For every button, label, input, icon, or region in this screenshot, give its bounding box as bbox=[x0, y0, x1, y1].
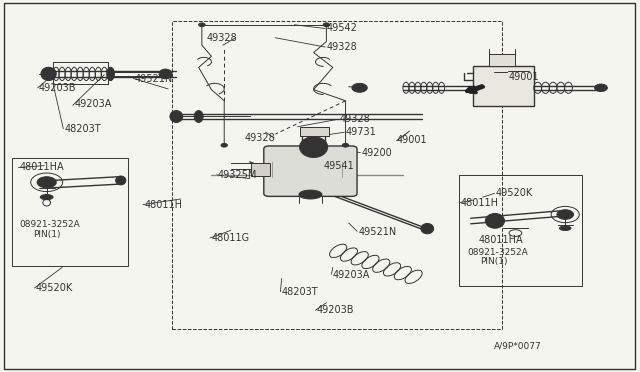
Bar bbox=[251, 163, 270, 176]
FancyBboxPatch shape bbox=[264, 146, 357, 196]
Circle shape bbox=[352, 83, 367, 92]
Text: 49200: 49200 bbox=[362, 148, 392, 158]
Text: 49521N: 49521N bbox=[135, 74, 173, 84]
Text: 08921-3252A: 08921-3252A bbox=[467, 248, 527, 257]
Ellipse shape bbox=[300, 137, 328, 157]
Circle shape bbox=[342, 143, 349, 147]
Text: 49520K: 49520K bbox=[495, 188, 533, 198]
Text: 49328: 49328 bbox=[206, 33, 237, 43]
Text: 49203A: 49203A bbox=[74, 99, 111, 109]
Text: 49520K: 49520K bbox=[36, 283, 73, 293]
Text: 48011G: 48011G bbox=[211, 233, 250, 243]
Text: 49328: 49328 bbox=[244, 133, 275, 143]
Text: 49731: 49731 bbox=[346, 127, 376, 137]
Ellipse shape bbox=[40, 195, 53, 200]
Bar bbox=[460, 175, 582, 286]
Text: 49328: 49328 bbox=[339, 114, 370, 124]
Ellipse shape bbox=[107, 67, 115, 81]
Bar bbox=[489, 54, 515, 65]
Ellipse shape bbox=[485, 214, 504, 228]
Circle shape bbox=[198, 23, 205, 27]
Text: 49203B: 49203B bbox=[39, 83, 77, 93]
Text: 48203T: 48203T bbox=[282, 286, 318, 296]
Text: 48203T: 48203T bbox=[65, 124, 101, 134]
Circle shape bbox=[323, 23, 330, 27]
Text: A/9P*0077: A/9P*0077 bbox=[493, 341, 541, 350]
Text: 48011HA: 48011HA bbox=[478, 235, 523, 245]
Text: PIN(1): PIN(1) bbox=[33, 230, 60, 239]
Ellipse shape bbox=[116, 176, 126, 185]
Text: 49203B: 49203B bbox=[317, 305, 355, 315]
Bar bbox=[300, 127, 329, 136]
Text: 49521N: 49521N bbox=[358, 227, 397, 237]
Text: 49542: 49542 bbox=[326, 23, 357, 33]
Circle shape bbox=[37, 177, 56, 188]
Circle shape bbox=[557, 210, 573, 219]
Ellipse shape bbox=[559, 226, 571, 231]
Text: 49001: 49001 bbox=[508, 72, 539, 82]
Text: 49325M: 49325M bbox=[218, 170, 257, 180]
Bar bbox=[12, 158, 129, 266]
Ellipse shape bbox=[159, 69, 172, 79]
Text: PIN(1): PIN(1) bbox=[479, 257, 507, 266]
Text: 48011HA: 48011HA bbox=[20, 163, 65, 173]
Text: 49001: 49001 bbox=[397, 135, 428, 145]
Circle shape bbox=[595, 84, 607, 92]
Text: 48011H: 48011H bbox=[461, 198, 499, 208]
Bar bbox=[172, 21, 502, 329]
Text: 49203A: 49203A bbox=[333, 270, 370, 280]
Ellipse shape bbox=[299, 190, 322, 199]
Bar bbox=[473, 65, 534, 106]
Ellipse shape bbox=[194, 110, 203, 122]
Text: 48011H: 48011H bbox=[145, 199, 182, 209]
Circle shape bbox=[221, 143, 227, 147]
Ellipse shape bbox=[421, 224, 434, 234]
Text: 08921-3252A: 08921-3252A bbox=[20, 221, 81, 230]
Ellipse shape bbox=[41, 67, 56, 81]
Ellipse shape bbox=[170, 110, 182, 122]
Text: 49328: 49328 bbox=[326, 42, 357, 52]
Text: 49541: 49541 bbox=[323, 161, 354, 171]
